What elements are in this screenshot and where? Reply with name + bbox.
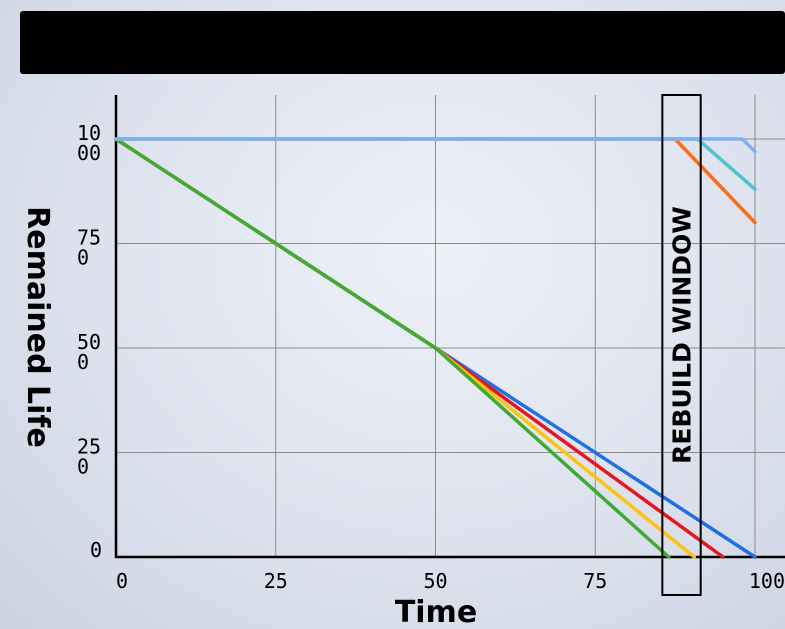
y-tick-label: 75 0 (77, 226, 101, 270)
y-tick-label: 50 0 (77, 330, 101, 374)
y-tick-label: 0 (90, 538, 102, 562)
axes (114, 95, 785, 559)
legend-item-ssd4: SSD 4 (488, 27, 547, 58)
x-tick-label: 75 (583, 569, 607, 593)
legend-item-ssd6: SSD 6 (704, 27, 763, 58)
x-axis-title: Time (395, 595, 477, 629)
series-line-ssd3 (114, 137, 671, 559)
legend-item-ssd0: SSD 0 (61, 27, 120, 58)
legend-item-ssd2: SSD 2 (274, 27, 333, 58)
x-tick-label: 50 (423, 569, 447, 593)
legend-item-ssd1: SSD 1 (170, 27, 229, 58)
rebuild-window-box (661, 94, 702, 596)
series-lines (114, 137, 757, 559)
rebuild-window-label: REBUILD WINDOW (668, 206, 697, 464)
legend-item-ssd5: SSD 5 (596, 27, 655, 58)
y-axis-title: Remained Life (20, 206, 55, 448)
legend: SSD 0 SSD 1 SSD 2 SSD 3 SSD 4 SSD 5 SSD … (20, 11, 785, 74)
tick-labels: 0 25 50 75 100 10 00 75 0 50 0 25 0 0 (77, 121, 785, 593)
x-tick-label: 100 (749, 569, 785, 593)
series-line-ssd6 (114, 137, 757, 154)
legend-item-ssd3: SSD 3 (381, 27, 440, 58)
rebuild-window: REBUILD WINDOW (661, 94, 702, 596)
x-tick-label: 0 (116, 569, 128, 593)
x-tick-label: 25 (264, 569, 288, 593)
y-tick-label: 10 00 (77, 121, 101, 165)
y-tick-label: 25 0 (77, 435, 101, 479)
